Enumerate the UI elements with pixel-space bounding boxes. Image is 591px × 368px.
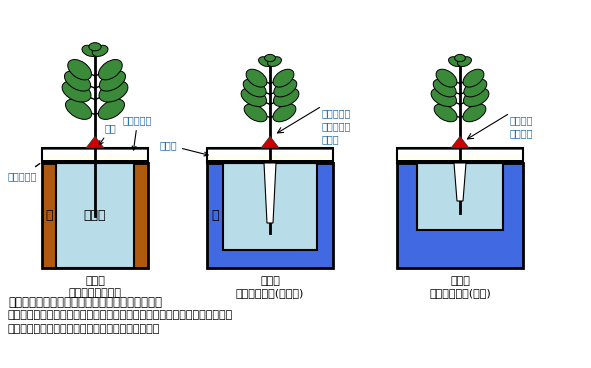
Ellipse shape (92, 45, 108, 56)
Ellipse shape (244, 104, 267, 122)
Polygon shape (451, 136, 469, 148)
Text: 湛水区: 湛水区 (450, 276, 470, 286)
Bar (397, 163, 523, 268)
Ellipse shape (241, 88, 267, 107)
Text: パラフィン: パラフィン (8, 164, 40, 181)
Ellipse shape (99, 60, 122, 80)
Bar (207, 155, 333, 160)
Text: 通気組織有り(水面上): 通気組織有り(水面上) (236, 288, 304, 298)
Ellipse shape (433, 79, 456, 97)
Text: 対照区: 対照区 (85, 276, 105, 286)
Ellipse shape (274, 88, 299, 107)
Bar (417, 163, 503, 230)
Ellipse shape (99, 81, 128, 102)
Bar (397, 148, 523, 163)
Text: 湛水区: 湛水区 (260, 276, 280, 286)
Text: 通気組織
完全冠水: 通気組織 完全冠水 (510, 115, 534, 138)
Ellipse shape (463, 88, 489, 107)
Text: 通気組織有り(冠水): 通気組織有り(冠水) (429, 288, 491, 298)
Polygon shape (264, 163, 276, 223)
Ellipse shape (436, 69, 457, 87)
Text: 水: 水 (211, 209, 219, 222)
Ellipse shape (82, 45, 98, 56)
Text: 図１　通気組織によるガス輸送能力実験の概略図: 図１ 通気組織によるガス輸送能力実験の概略図 (8, 296, 162, 309)
Ellipse shape (258, 57, 272, 67)
Text: 茎に通気組織なし: 茎に通気組織なし (69, 288, 122, 298)
Bar (207, 150, 333, 155)
Text: 組織が発達している。供試品種「アソアオガリ」。: 組織が発達している。供試品種「アソアオガリ」。 (8, 324, 160, 334)
Ellipse shape (463, 69, 484, 87)
Ellipse shape (449, 57, 462, 67)
Text: ポット: ポット (84, 209, 106, 222)
Bar (56, 163, 134, 268)
Ellipse shape (64, 71, 90, 91)
Bar (397, 160, 523, 163)
Ellipse shape (274, 79, 297, 97)
Ellipse shape (265, 54, 275, 61)
Bar (42, 160, 148, 163)
Ellipse shape (62, 81, 91, 102)
Bar (42, 150, 148, 155)
Ellipse shape (454, 54, 465, 61)
Ellipse shape (464, 79, 487, 97)
Bar (42, 148, 148, 150)
Ellipse shape (434, 104, 457, 122)
Bar (207, 148, 333, 163)
Bar (42, 148, 148, 163)
Bar (207, 148, 333, 150)
Text: ガス層: ガス層 (160, 140, 208, 156)
Ellipse shape (431, 88, 456, 107)
Bar (207, 163, 333, 268)
Ellipse shape (273, 69, 294, 87)
Bar (207, 160, 333, 163)
Bar (42, 155, 148, 160)
Ellipse shape (66, 99, 92, 119)
Ellipse shape (243, 79, 266, 97)
Text: 土: 土 (46, 209, 53, 222)
Ellipse shape (463, 104, 486, 122)
Ellipse shape (98, 99, 125, 119)
Ellipse shape (99, 71, 125, 91)
Ellipse shape (68, 60, 92, 80)
Text: パテ: パテ (99, 123, 117, 145)
Text: 注）初生葉展開後から約５週間湛水処理した植物体を用い、茎や根には通気: 注）初生葉展開後から約５週間湛水処理した植物体を用い、茎や根には通気 (8, 310, 233, 320)
Ellipse shape (89, 43, 101, 51)
Ellipse shape (457, 57, 472, 67)
Bar (397, 155, 523, 160)
Text: アクリル板: アクリル板 (123, 115, 152, 150)
Polygon shape (261, 136, 279, 148)
Polygon shape (86, 136, 104, 148)
Bar (397, 148, 523, 150)
Ellipse shape (268, 57, 281, 67)
Text: 通気組織は
水面上に出
ている: 通気組織は 水面上に出 ている (322, 108, 352, 144)
Polygon shape (454, 163, 466, 201)
Bar (223, 163, 317, 250)
Ellipse shape (246, 69, 267, 87)
Bar (397, 150, 523, 155)
Ellipse shape (273, 104, 296, 122)
Bar (42, 163, 148, 268)
